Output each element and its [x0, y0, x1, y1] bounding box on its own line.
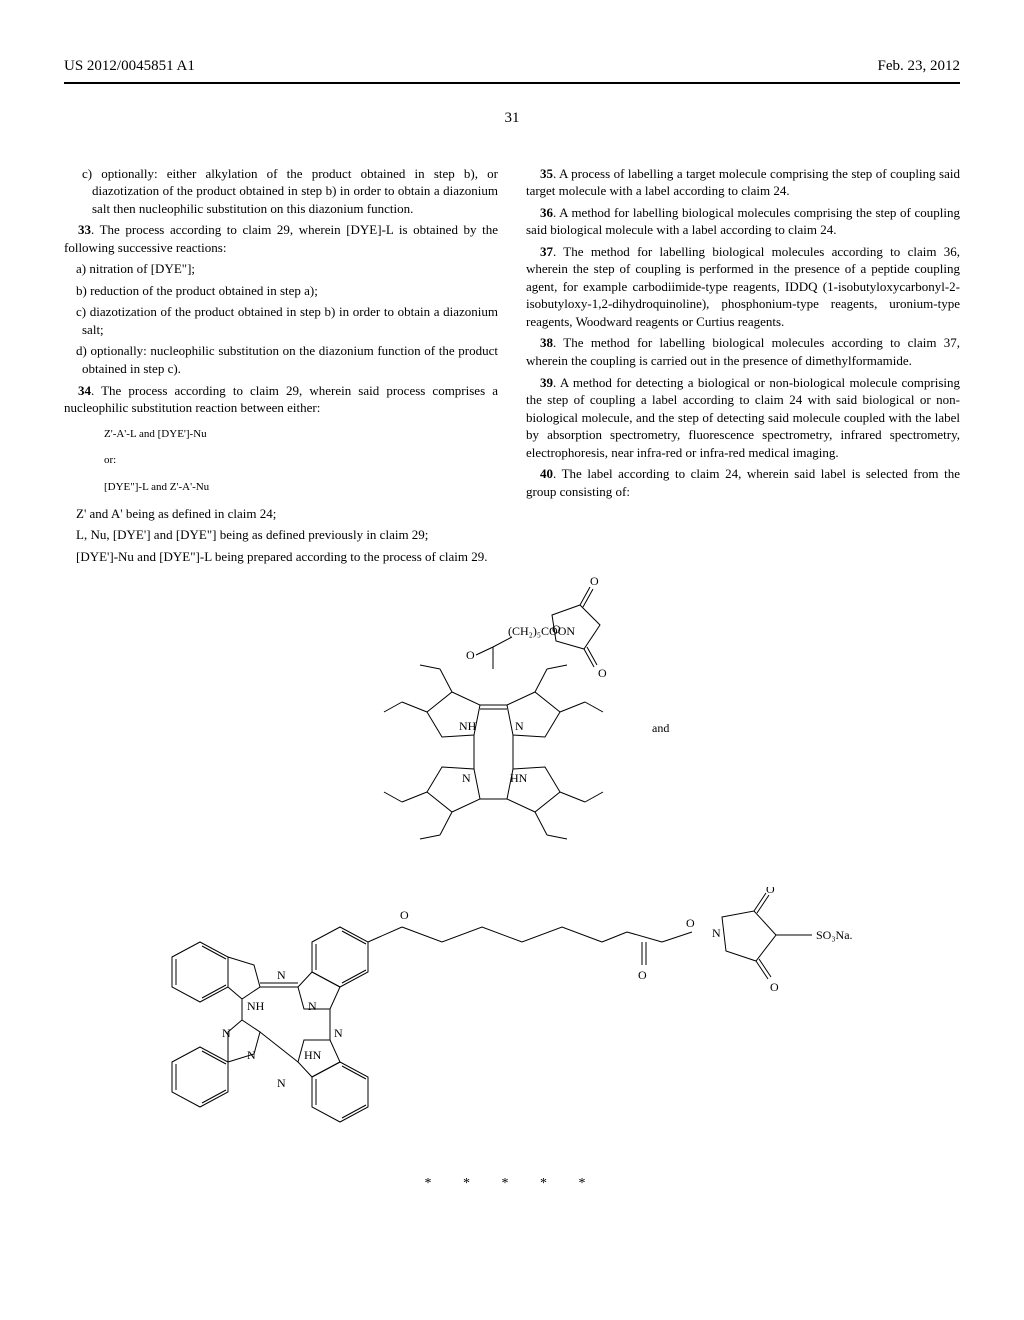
formula-1: Z'-A'-L and [DYE']-Nu — [64, 425, 498, 444]
blbl-nh: NH — [247, 999, 265, 1013]
left-p1: c) optionally: either alkylation of the … — [64, 165, 498, 218]
blbl-n2: N — [308, 999, 317, 1013]
left-column: c) optionally: either alkylation of the … — [64, 165, 498, 570]
blbl-n6: N — [277, 1076, 286, 1090]
blbl-nsucc: N — [712, 926, 721, 940]
chem-structure-top: O O O (CH₂)₅COON O NH N N HN and — [252, 577, 772, 887]
formula-or: or: — [64, 451, 498, 470]
c34l3: [DYE']-Nu and [DYE"]-L being prepared ac… — [64, 548, 498, 566]
formula-2: [DYE"]-L and Z'-A'-Nu — [64, 478, 498, 497]
blbl-n1: N — [277, 968, 286, 982]
lbl-o4: O — [552, 622, 561, 636]
blbl-o5: O — [770, 980, 779, 994]
blbl-o4: O — [766, 887, 775, 896]
claim-39: 39. A method for detecting a biological … — [526, 374, 960, 462]
claim-33-lead: 33. The process according to claim 29, w… — [64, 221, 498, 256]
chem-structure-bottom: N NH N N N N HN N O O O O O N SO₃Na. — [82, 887, 942, 1147]
doc-number: US 2012/0045851 A1 — [64, 56, 195, 76]
lbl-o2: O — [598, 666, 607, 680]
claim-35: 35. A process of labelling a target mole… — [526, 165, 960, 200]
c34l1: Z' and A' being as defined in claim 24; — [64, 505, 498, 523]
claim-34-lead: 34. The process according to claim 29, w… — [64, 382, 498, 417]
doc-date: Feb. 23, 2012 — [878, 56, 961, 76]
text-columns: c) optionally: either alkylation of the … — [64, 165, 960, 570]
chem-structures: O O O (CH₂)₅COON O NH N N HN and — [64, 577, 960, 1147]
lbl-n1: N — [515, 719, 524, 733]
c33d: d) optionally: nucleophilic substitution… — [64, 342, 498, 377]
blbl-n4: N — [334, 1026, 343, 1040]
c34l2: L, Nu, [DYE'] and [DYE"] being as define… — [64, 526, 498, 544]
claim-37: 37. The method for labelling biological … — [526, 243, 960, 331]
page-number: 31 — [64, 108, 960, 128]
lbl-chain: (CH₂)₅COON — [508, 624, 575, 638]
blbl-o1: O — [400, 908, 409, 922]
header-rule — [64, 82, 960, 84]
c33b: b) reduction of the product obtained in … — [64, 282, 498, 300]
blbl-hn: HN — [304, 1048, 322, 1062]
blbl-n5: N — [247, 1048, 256, 1062]
right-column: 35. A process of labelling a target mole… — [526, 165, 960, 570]
lbl-o1: O — [590, 577, 599, 588]
c33a: a) nitration of [DYE"]; — [64, 260, 498, 278]
blbl-n3: N — [222, 1026, 231, 1040]
lbl-nh1: NH — [459, 719, 477, 733]
lbl-and: and — [652, 721, 669, 735]
claim-40-lead: 40. The label according to claim 24, whe… — [526, 465, 960, 500]
c33c: c) diazotization of the product obtained… — [64, 303, 498, 338]
claim-38: 38. The method for labelling biological … — [526, 334, 960, 369]
lbl-n2: N — [462, 771, 471, 785]
blbl-o2: O — [638, 968, 647, 982]
blbl-so3: SO₃Na. — [816, 928, 853, 942]
lbl-hn: HN — [510, 771, 528, 785]
claim-36: 36. A method for labelling biological mo… — [526, 204, 960, 239]
footer-stars: * * * * * — [64, 1175, 960, 1194]
blbl-o3: O — [686, 916, 695, 930]
lbl-o3: O — [466, 648, 475, 662]
